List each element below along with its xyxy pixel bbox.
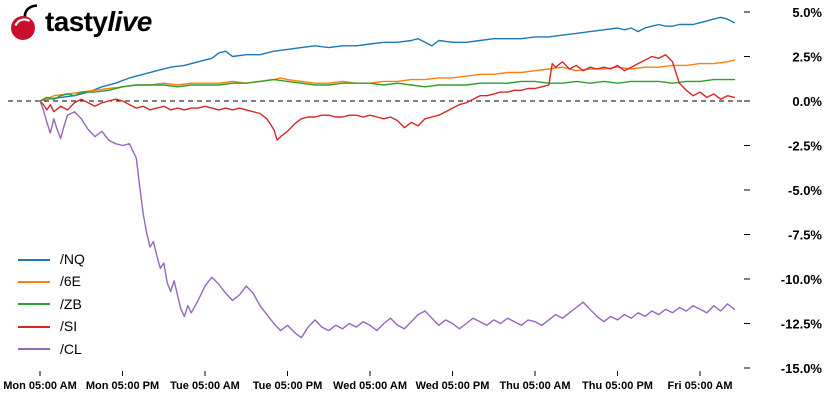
logo-text-live: live xyxy=(107,6,152,37)
legend-item-6e: /6E xyxy=(18,273,85,290)
y-axis-tick-label: -12.5% xyxy=(781,317,823,332)
x-axis-tick-label: Mon 05:00 AM xyxy=(3,380,77,392)
y-axis-tick-label: -15.0% xyxy=(781,361,823,376)
tastylive-logo: tastylive xyxy=(8,3,152,41)
legend-label-nq: /NQ xyxy=(60,251,85,267)
x-axis-tick-label: Tue 05:00 PM xyxy=(253,380,323,392)
legend-line-sample-nq xyxy=(18,258,50,261)
x-axis-tick-label: Thu 05:00 PM xyxy=(582,380,653,392)
legend-item-cl: /CL xyxy=(18,340,85,357)
series-line-nq xyxy=(39,16,736,102)
chart-legend: /NQ/6E/ZB/SI/CL xyxy=(18,251,85,357)
series-line-si xyxy=(39,54,736,141)
logo-text-tasty: tasty xyxy=(45,6,108,37)
series-line-cl xyxy=(39,100,736,339)
x-axis-tick-label: Wed 05:00 AM xyxy=(333,380,407,392)
y-axis-tick-label: -7.5% xyxy=(788,228,822,243)
y-axis-tick-label: -5.0% xyxy=(788,183,822,198)
y-axis-tick-label: -2.5% xyxy=(788,139,822,154)
x-axis-tick-label: Wed 05:00 PM xyxy=(416,380,490,392)
legend-line-sample-zb xyxy=(18,303,50,306)
logo-text: tastylive xyxy=(45,8,152,36)
x-axis-tick-label: Thu 05:00 AM xyxy=(499,380,570,392)
legend-item-nq: /NQ xyxy=(18,251,85,267)
legend-label-6e: /6E xyxy=(60,273,82,290)
series-line-6e xyxy=(39,59,736,102)
cherry-logo-icon xyxy=(11,4,38,40)
series-line-zb xyxy=(39,78,736,102)
x-axis-tick-label: Fri 05:00 AM xyxy=(667,380,732,392)
x-axis-tick-label: Mon 05:00 PM xyxy=(86,380,159,392)
legend-line-sample-6e xyxy=(18,281,50,284)
y-axis-tick-label: 0.0% xyxy=(792,94,822,109)
legend-item-zb: /ZB xyxy=(18,295,85,312)
x-axis-tick-label: Tue 05:00 AM xyxy=(170,380,240,392)
legend-line-sample-cl xyxy=(18,348,50,351)
legend-label-si: /SI xyxy=(60,318,78,335)
legend-label-cl: /CL xyxy=(60,340,82,357)
legend-item-si: /SI xyxy=(18,318,85,335)
y-axis-tick-label: 2.5% xyxy=(792,50,822,65)
y-axis-tick-label: -10.0% xyxy=(781,272,823,287)
legend-line-sample-si xyxy=(18,325,50,328)
legend-label-zb: /ZB xyxy=(60,295,82,312)
y-axis-tick-label: 5.0% xyxy=(792,5,822,20)
